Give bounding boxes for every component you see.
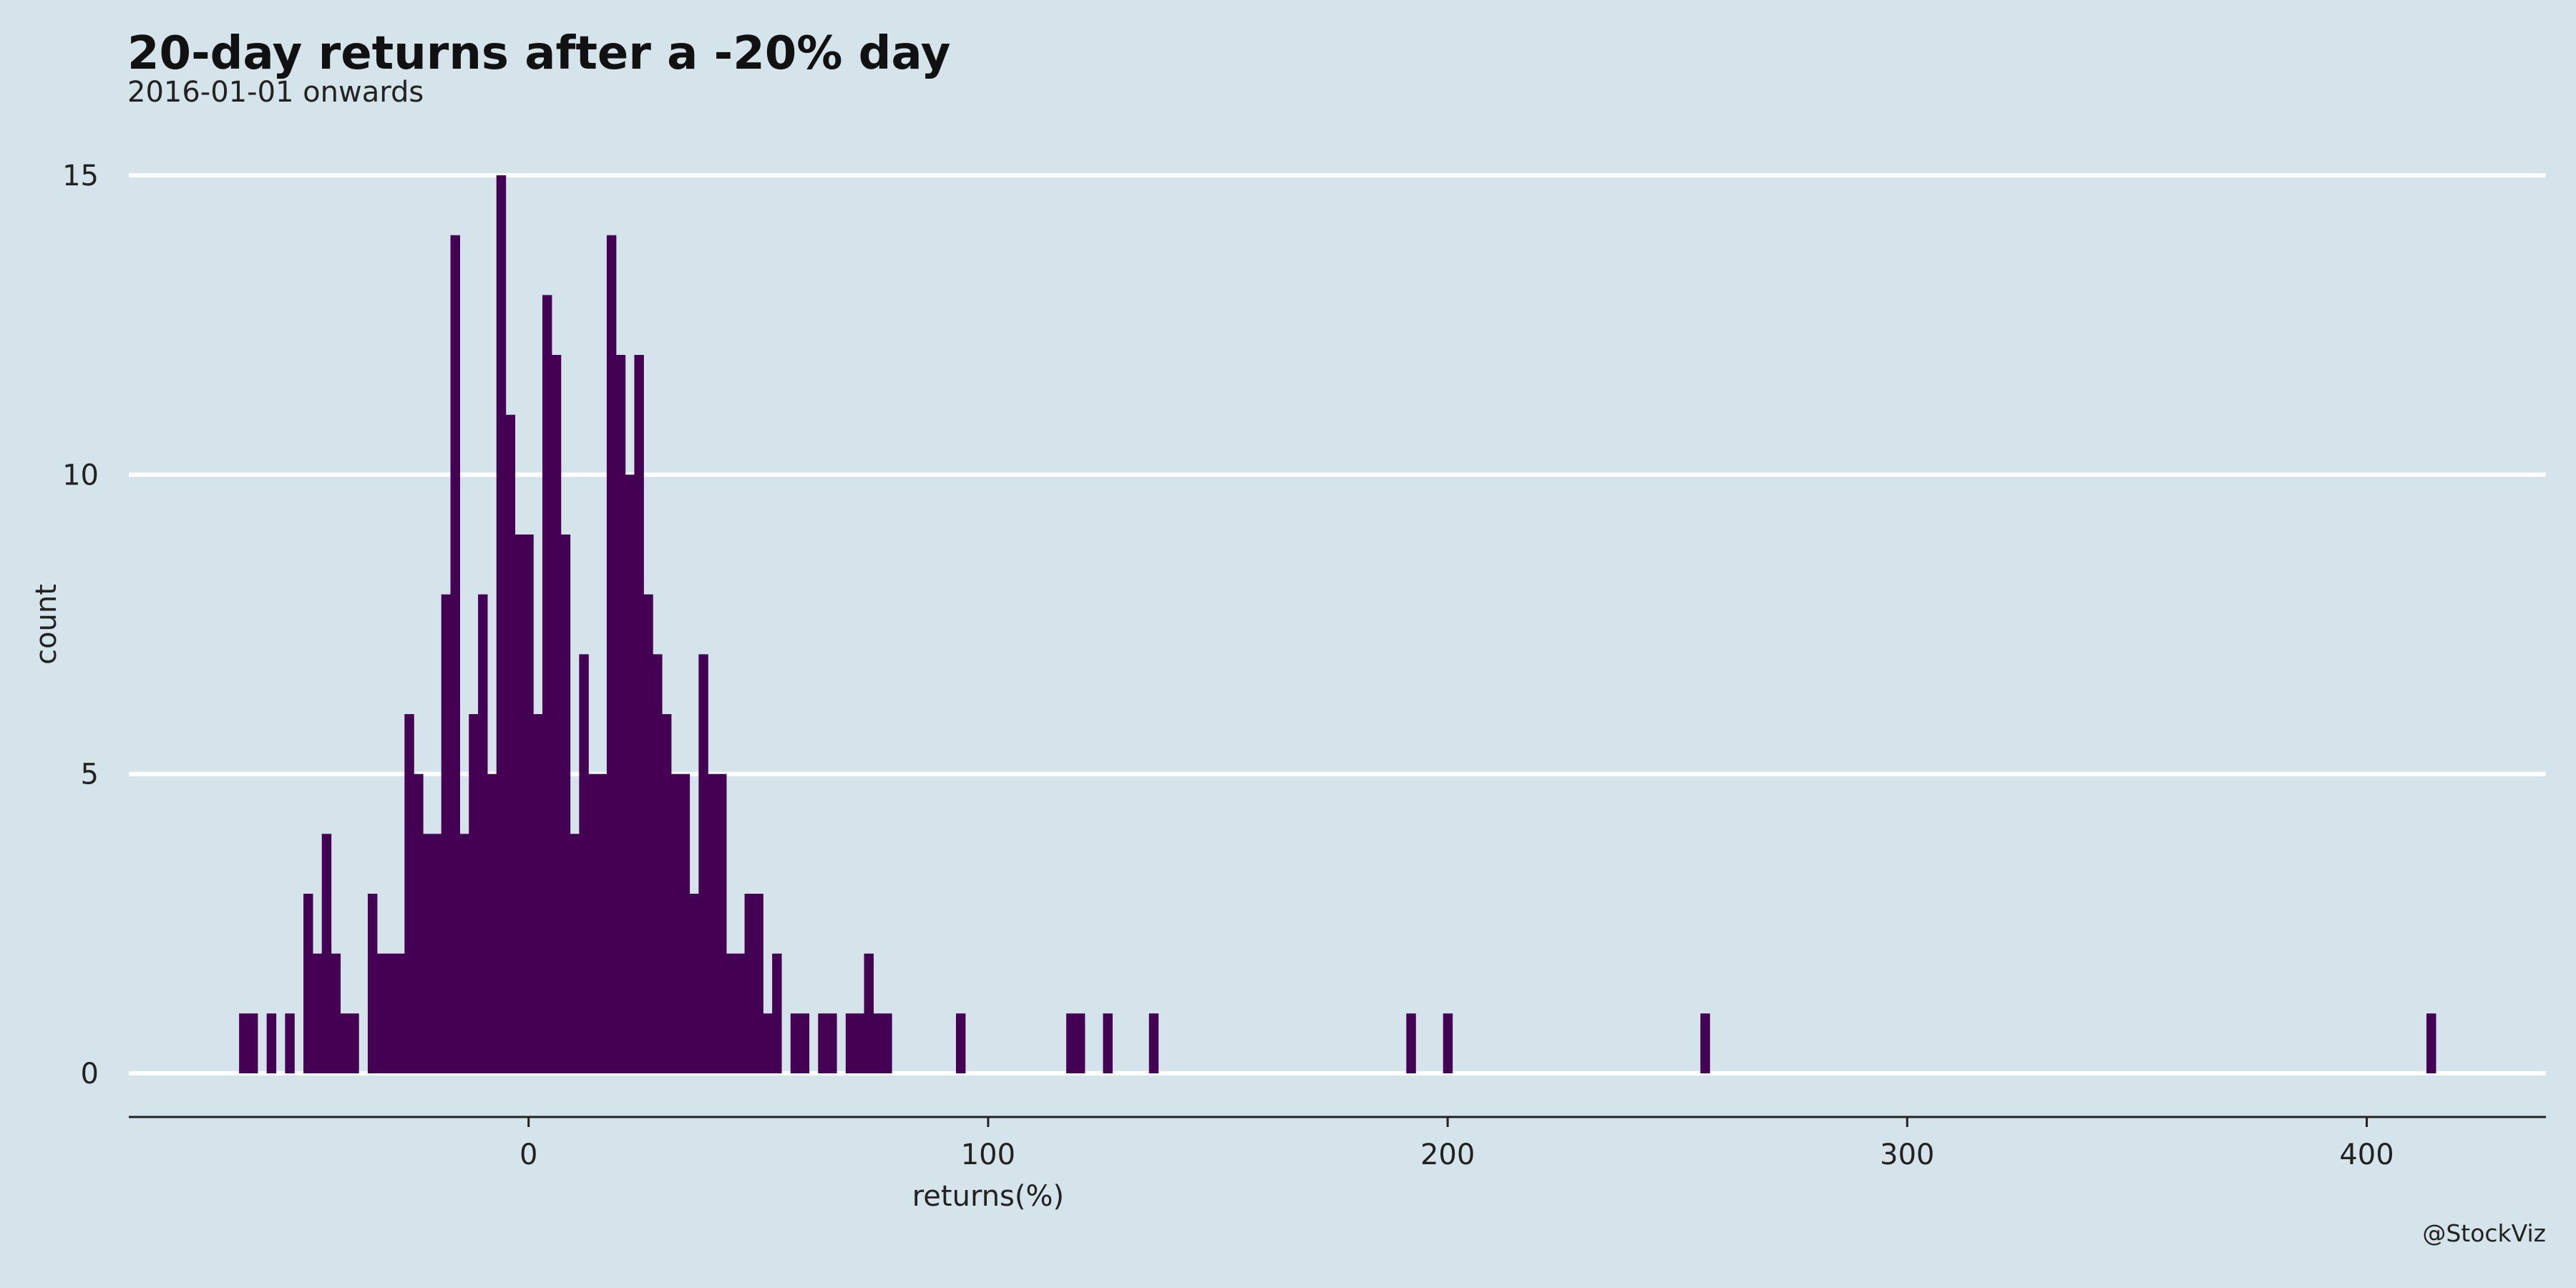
- chart-title: 20-day returns after a -20% day: [127, 27, 951, 80]
- histogram-bar: [606, 235, 617, 1074]
- histogram-bar: [303, 894, 313, 1073]
- histogram-bar: [661, 714, 672, 1073]
- histogram-bar: [431, 834, 442, 1073]
- histogram-bar: [340, 1013, 350, 1073]
- histogram-bar: [560, 535, 571, 1073]
- x-tick-label: 0: [519, 1138, 537, 1171]
- histogram-bars: [239, 175, 2436, 1074]
- histogram-bar: [524, 535, 534, 1073]
- histogram-bar: [597, 774, 608, 1073]
- histogram-bar: [542, 295, 552, 1073]
- histogram-bar: [579, 654, 589, 1073]
- histogram-bar: [2426, 1013, 2436, 1073]
- histogram-bar: [248, 1013, 258, 1073]
- histogram-bar: [312, 953, 323, 1073]
- histogram-bar: [505, 414, 516, 1073]
- histogram-bar: [799, 1013, 810, 1073]
- histogram-bar: [551, 355, 562, 1073]
- histogram-bar: [349, 1013, 359, 1073]
- histogram-bar: [726, 953, 736, 1073]
- histogram-bar: [487, 774, 497, 1073]
- histogram-bar: [533, 714, 543, 1073]
- x-tick-label: 100: [961, 1138, 1015, 1171]
- histogram-bar: [386, 953, 396, 1073]
- histogram-bar: [845, 1013, 856, 1073]
- x-tick-label: 400: [2339, 1138, 2394, 1171]
- histogram-bar: [735, 953, 746, 1073]
- histogram-bar: [1443, 1013, 1453, 1073]
- histogram-bar: [423, 834, 433, 1073]
- histogram-bar: [615, 355, 626, 1073]
- histogram-bar: [670, 774, 681, 1073]
- histogram-bar: [763, 1013, 773, 1073]
- histogram-bar: [753, 894, 763, 1073]
- chart-caption: @StockViz: [2422, 1219, 2546, 1247]
- histogram-bar: [367, 894, 378, 1073]
- histogram-bar: [634, 355, 644, 1073]
- histogram-bar: [1066, 1013, 1076, 1073]
- histogram-bar: [1075, 1013, 1085, 1073]
- histogram-bar: [395, 953, 405, 1073]
- histogram-bar: [790, 1013, 801, 1073]
- histogram-bar: [459, 834, 469, 1073]
- y-tick-label: 5: [81, 758, 99, 791]
- y-tick-label: 15: [62, 160, 99, 192]
- histogram-bar: [864, 953, 874, 1073]
- histogram-bar: [680, 774, 691, 1073]
- histogram-bar: [496, 175, 507, 1073]
- histogram-bar: [744, 894, 754, 1073]
- histogram-bar: [376, 953, 387, 1073]
- histogram-bar: [570, 834, 580, 1073]
- histogram-bar: [1148, 1013, 1159, 1073]
- histogram-bar: [1700, 1013, 1710, 1073]
- histogram-bar: [239, 1013, 249, 1073]
- histogram-bar: [955, 1013, 966, 1073]
- histogram-bar: [285, 1013, 295, 1073]
- x-axis-title: returns(%): [912, 1180, 1064, 1213]
- histogram-bar: [625, 474, 635, 1073]
- histogram-bar: [1406, 1013, 1416, 1073]
- histogram-bar: [717, 774, 727, 1073]
- histogram-bar: [708, 774, 718, 1073]
- histogram-bar: [588, 774, 598, 1073]
- chart-subtitle: 2016-01-01 onwards: [127, 76, 424, 109]
- y-axis-title: count: [30, 584, 63, 665]
- histogram-bar: [331, 953, 341, 1073]
- histogram-bar: [469, 714, 479, 1073]
- y-axis-ticks: 0 5 10 15: [62, 160, 99, 1091]
- histogram-bar: [854, 1013, 865, 1073]
- histogram-bar: [404, 714, 414, 1073]
- histogram-bar: [450, 235, 460, 1074]
- histogram-bar: [1103, 1013, 1113, 1073]
- histogram-bar: [478, 594, 488, 1073]
- histogram-bar: [266, 1013, 277, 1073]
- histogram-bar: [514, 535, 525, 1073]
- histogram-bar: [882, 1013, 892, 1073]
- histogram-bar: [689, 894, 699, 1073]
- y-tick-label: 0: [81, 1058, 99, 1091]
- x-axis-ticks: 0 100 200 300 400: [519, 1117, 2394, 1171]
- histogram-bar: [653, 654, 663, 1073]
- histogram-bar: [873, 1013, 883, 1073]
- x-tick-label: 200: [1420, 1138, 1475, 1171]
- histogram-bar: [818, 1013, 828, 1073]
- histogram-bar: [698, 654, 708, 1073]
- x-tick-label: 300: [1880, 1138, 1934, 1171]
- histogram-bar: [414, 774, 424, 1073]
- histogram-bar: [321, 834, 332, 1073]
- histogram-bar: [772, 953, 782, 1073]
- histogram-bar: [643, 594, 653, 1073]
- histogram-bar: [441, 594, 452, 1073]
- histogram-bar: [827, 1013, 837, 1073]
- y-tick-label: 10: [62, 459, 99, 492]
